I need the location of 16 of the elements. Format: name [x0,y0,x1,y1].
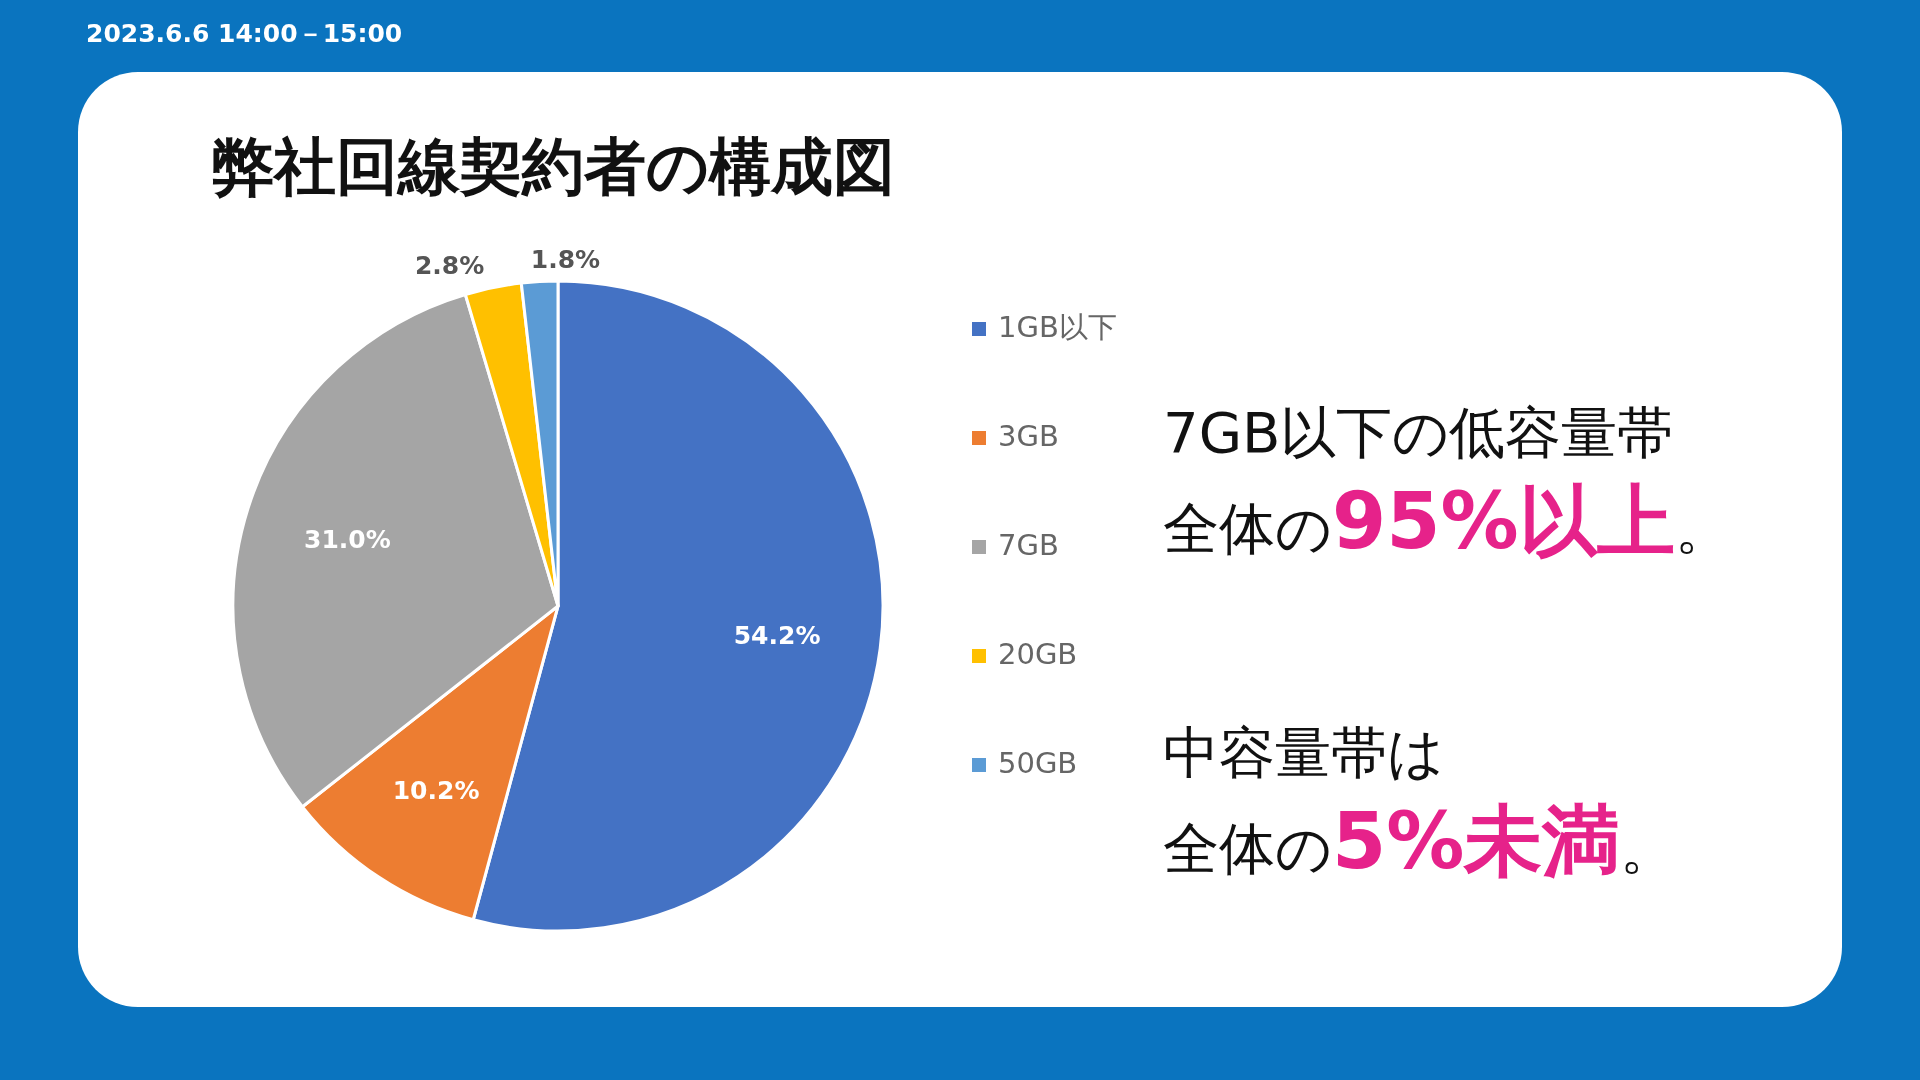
text: 中容量帯は [1163,720,1444,785]
text: 全体の95%以上。 [1163,476,1731,566]
text: 全体の5%未満。 [1163,796,1677,886]
data-label: 10.2% [392,776,480,806]
legend-label: 7GB [998,528,1059,562]
legend-label: 20GB [998,637,1078,671]
text: 2023.6.6 14:00－15:00 [86,19,403,48]
text: 7GB以下の低容量帯 [1163,400,1674,465]
legend-label: 3GB [998,419,1059,453]
data-label: 31.0% [304,525,391,555]
data-label: 1.8% [530,244,601,274]
data-label: 2.8% [414,250,485,280]
legend-label: 1GB以下 [998,310,1117,344]
legend-label: 50GB [998,746,1078,780]
data-label: 54.2% [733,621,821,651]
chart-title: 弊社回線契約者の構成図 [212,130,895,203]
